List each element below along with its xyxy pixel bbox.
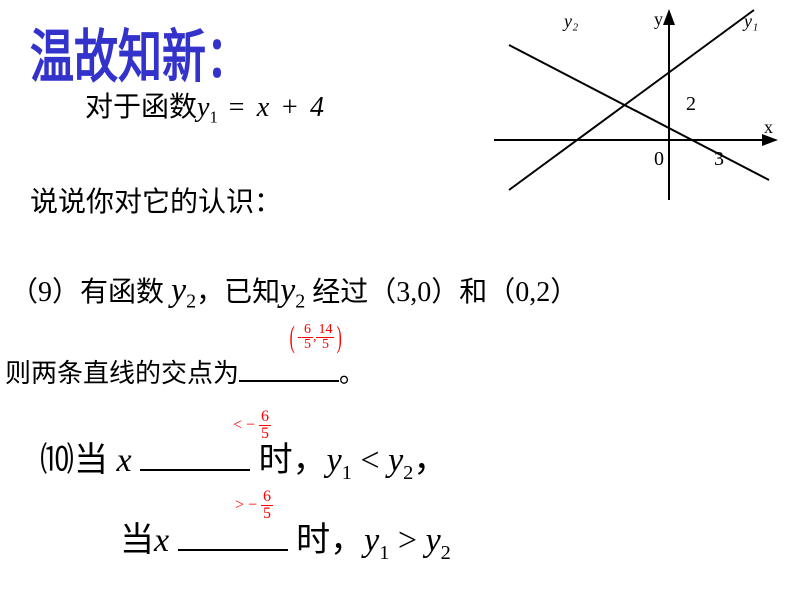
ans9-frac1: 65: [302, 323, 313, 352]
ans10b-op: > −: [235, 497, 257, 514]
q10b-t1: 当: [120, 522, 154, 559]
q10-comma: ，: [413, 442, 447, 479]
q9b-blank: [239, 380, 339, 382]
prompt-text: 说说你对它的认识：: [30, 187, 282, 218]
q10-t1: 当: [74, 442, 117, 479]
q9b-t2: 。: [339, 359, 365, 388]
ytick-2: 2: [686, 93, 696, 115]
q9b-t1: 则两条直线的交点为: [5, 359, 239, 388]
ans10a-d: 5: [259, 426, 271, 442]
ans9-rparen: ): [337, 320, 342, 355]
eq-rest: = x + 4: [218, 92, 326, 123]
answer-9: (-65,145): [287, 320, 345, 355]
origin-label: 0: [654, 148, 664, 170]
q9-num: （9）: [10, 277, 80, 308]
answer-10b: > − 65: [235, 489, 273, 522]
intro-prefix: 对于函数: [85, 92, 197, 123]
q9-t1: 有函数: [80, 277, 171, 308]
q10-yr: y: [388, 442, 403, 479]
xtick-3: 3: [714, 148, 724, 170]
q10-x: x: [117, 442, 132, 479]
eq-sub: 1: [209, 108, 217, 127]
q10b-op: >: [389, 522, 425, 559]
y-axis-label: y: [654, 9, 663, 29]
chart-svg: y x y₂ y₁ 0 3 2: [489, 5, 779, 205]
question-9: （9）有函数 y2，已知y2 经过（3,0）和（0,2）: [10, 270, 578, 314]
ans9-n2: 14: [316, 323, 334, 338]
eq-y: y: [197, 92, 209, 123]
ans10a-n: 6: [259, 409, 271, 426]
q9-y1: y: [171, 272, 186, 309]
q9-y2: y: [280, 272, 295, 309]
q10-t2: 时，: [250, 442, 327, 479]
q10b-x: x: [154, 522, 169, 559]
ans9-frac2: 145: [316, 323, 334, 352]
q10b-t2: 时，: [288, 522, 365, 559]
q10b-yls: 1: [379, 542, 389, 564]
x-axis-label: x: [764, 117, 773, 137]
page-title: 温故知新：: [30, 10, 250, 93]
ans9-d1: 5: [302, 338, 313, 352]
q10-blank: [140, 469, 250, 471]
chart: y x y₂ y₁ 0 3 2: [489, 5, 779, 210]
q10-op: <: [352, 442, 388, 479]
title-text: 温故知新：: [30, 26, 250, 90]
ans10a-frac: 65: [259, 409, 271, 442]
ans9-d2: 5: [316, 338, 334, 352]
q10b-yl: y: [364, 522, 379, 559]
q9-t2: ，已知: [196, 277, 280, 308]
y1-label: y₁: [742, 11, 758, 31]
prompt-line: 说说你对它的认识：: [30, 180, 282, 220]
q10-num: ⑽: [40, 442, 74, 479]
ans9-n1: 6: [302, 323, 313, 338]
q10b-yrs: 2: [441, 542, 451, 564]
ans9-lparen: (: [290, 320, 295, 355]
ans10b-n: 6: [261, 489, 273, 506]
ans10b-d: 5: [261, 506, 273, 522]
q9-sub1: 2: [186, 291, 196, 313]
line-y2: [509, 45, 769, 180]
q10b-blank: [178, 549, 288, 551]
q9-sub2: 2: [295, 291, 305, 313]
y2-label: y₂: [562, 11, 578, 31]
answer-10a: < − 65: [233, 409, 271, 442]
function-intro: 对于函数y1 = x + 4: [85, 85, 326, 128]
q10-yl: y: [327, 442, 342, 479]
question-10b: 当x 时，y1 > y2: [120, 512, 451, 565]
q10-yrs: 2: [403, 462, 413, 484]
question-9b: 则两条直线的交点为 。: [5, 353, 365, 390]
q9-t3: 经过（3,0）和（0,2）: [305, 277, 578, 308]
q10b-yr: y: [426, 522, 441, 559]
ans10b-frac: 65: [261, 489, 273, 522]
ans10a-op: < −: [233, 417, 255, 434]
q10-yls: 1: [342, 462, 352, 484]
